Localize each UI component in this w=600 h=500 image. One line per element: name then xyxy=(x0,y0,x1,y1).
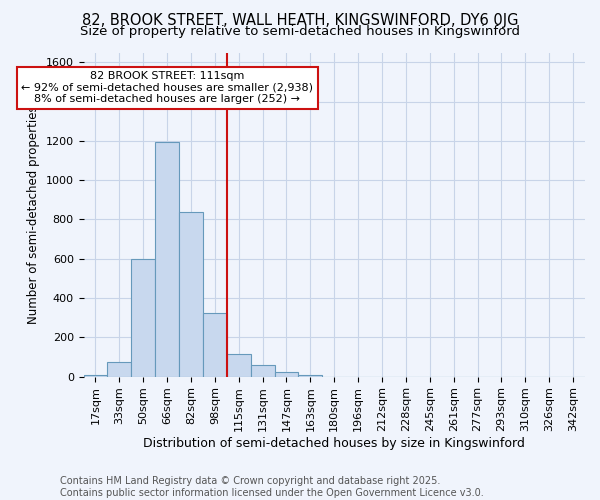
Bar xyxy=(203,313,227,376)
Y-axis label: Number of semi-detached properties: Number of semi-detached properties xyxy=(27,105,40,324)
Bar xyxy=(83,374,107,376)
Text: 82 BROOK STREET: 111sqm
← 92% of semi-detached houses are smaller (2,938)
8% of : 82 BROOK STREET: 111sqm ← 92% of semi-de… xyxy=(21,71,313,104)
Bar xyxy=(227,354,251,376)
Bar xyxy=(155,142,179,376)
Bar xyxy=(251,365,275,376)
Text: Contains HM Land Registry data © Crown copyright and database right 2025.
Contai: Contains HM Land Registry data © Crown c… xyxy=(60,476,484,498)
Bar xyxy=(131,258,155,376)
Bar xyxy=(179,212,203,376)
X-axis label: Distribution of semi-detached houses by size in Kingswinford: Distribution of semi-detached houses by … xyxy=(143,437,525,450)
Text: Size of property relative to semi-detached houses in Kingswinford: Size of property relative to semi-detach… xyxy=(80,25,520,38)
Bar xyxy=(107,362,131,376)
Bar xyxy=(275,372,298,376)
Bar xyxy=(298,374,322,376)
Text: 82, BROOK STREET, WALL HEATH, KINGSWINFORD, DY6 0JG: 82, BROOK STREET, WALL HEATH, KINGSWINFO… xyxy=(82,12,518,28)
